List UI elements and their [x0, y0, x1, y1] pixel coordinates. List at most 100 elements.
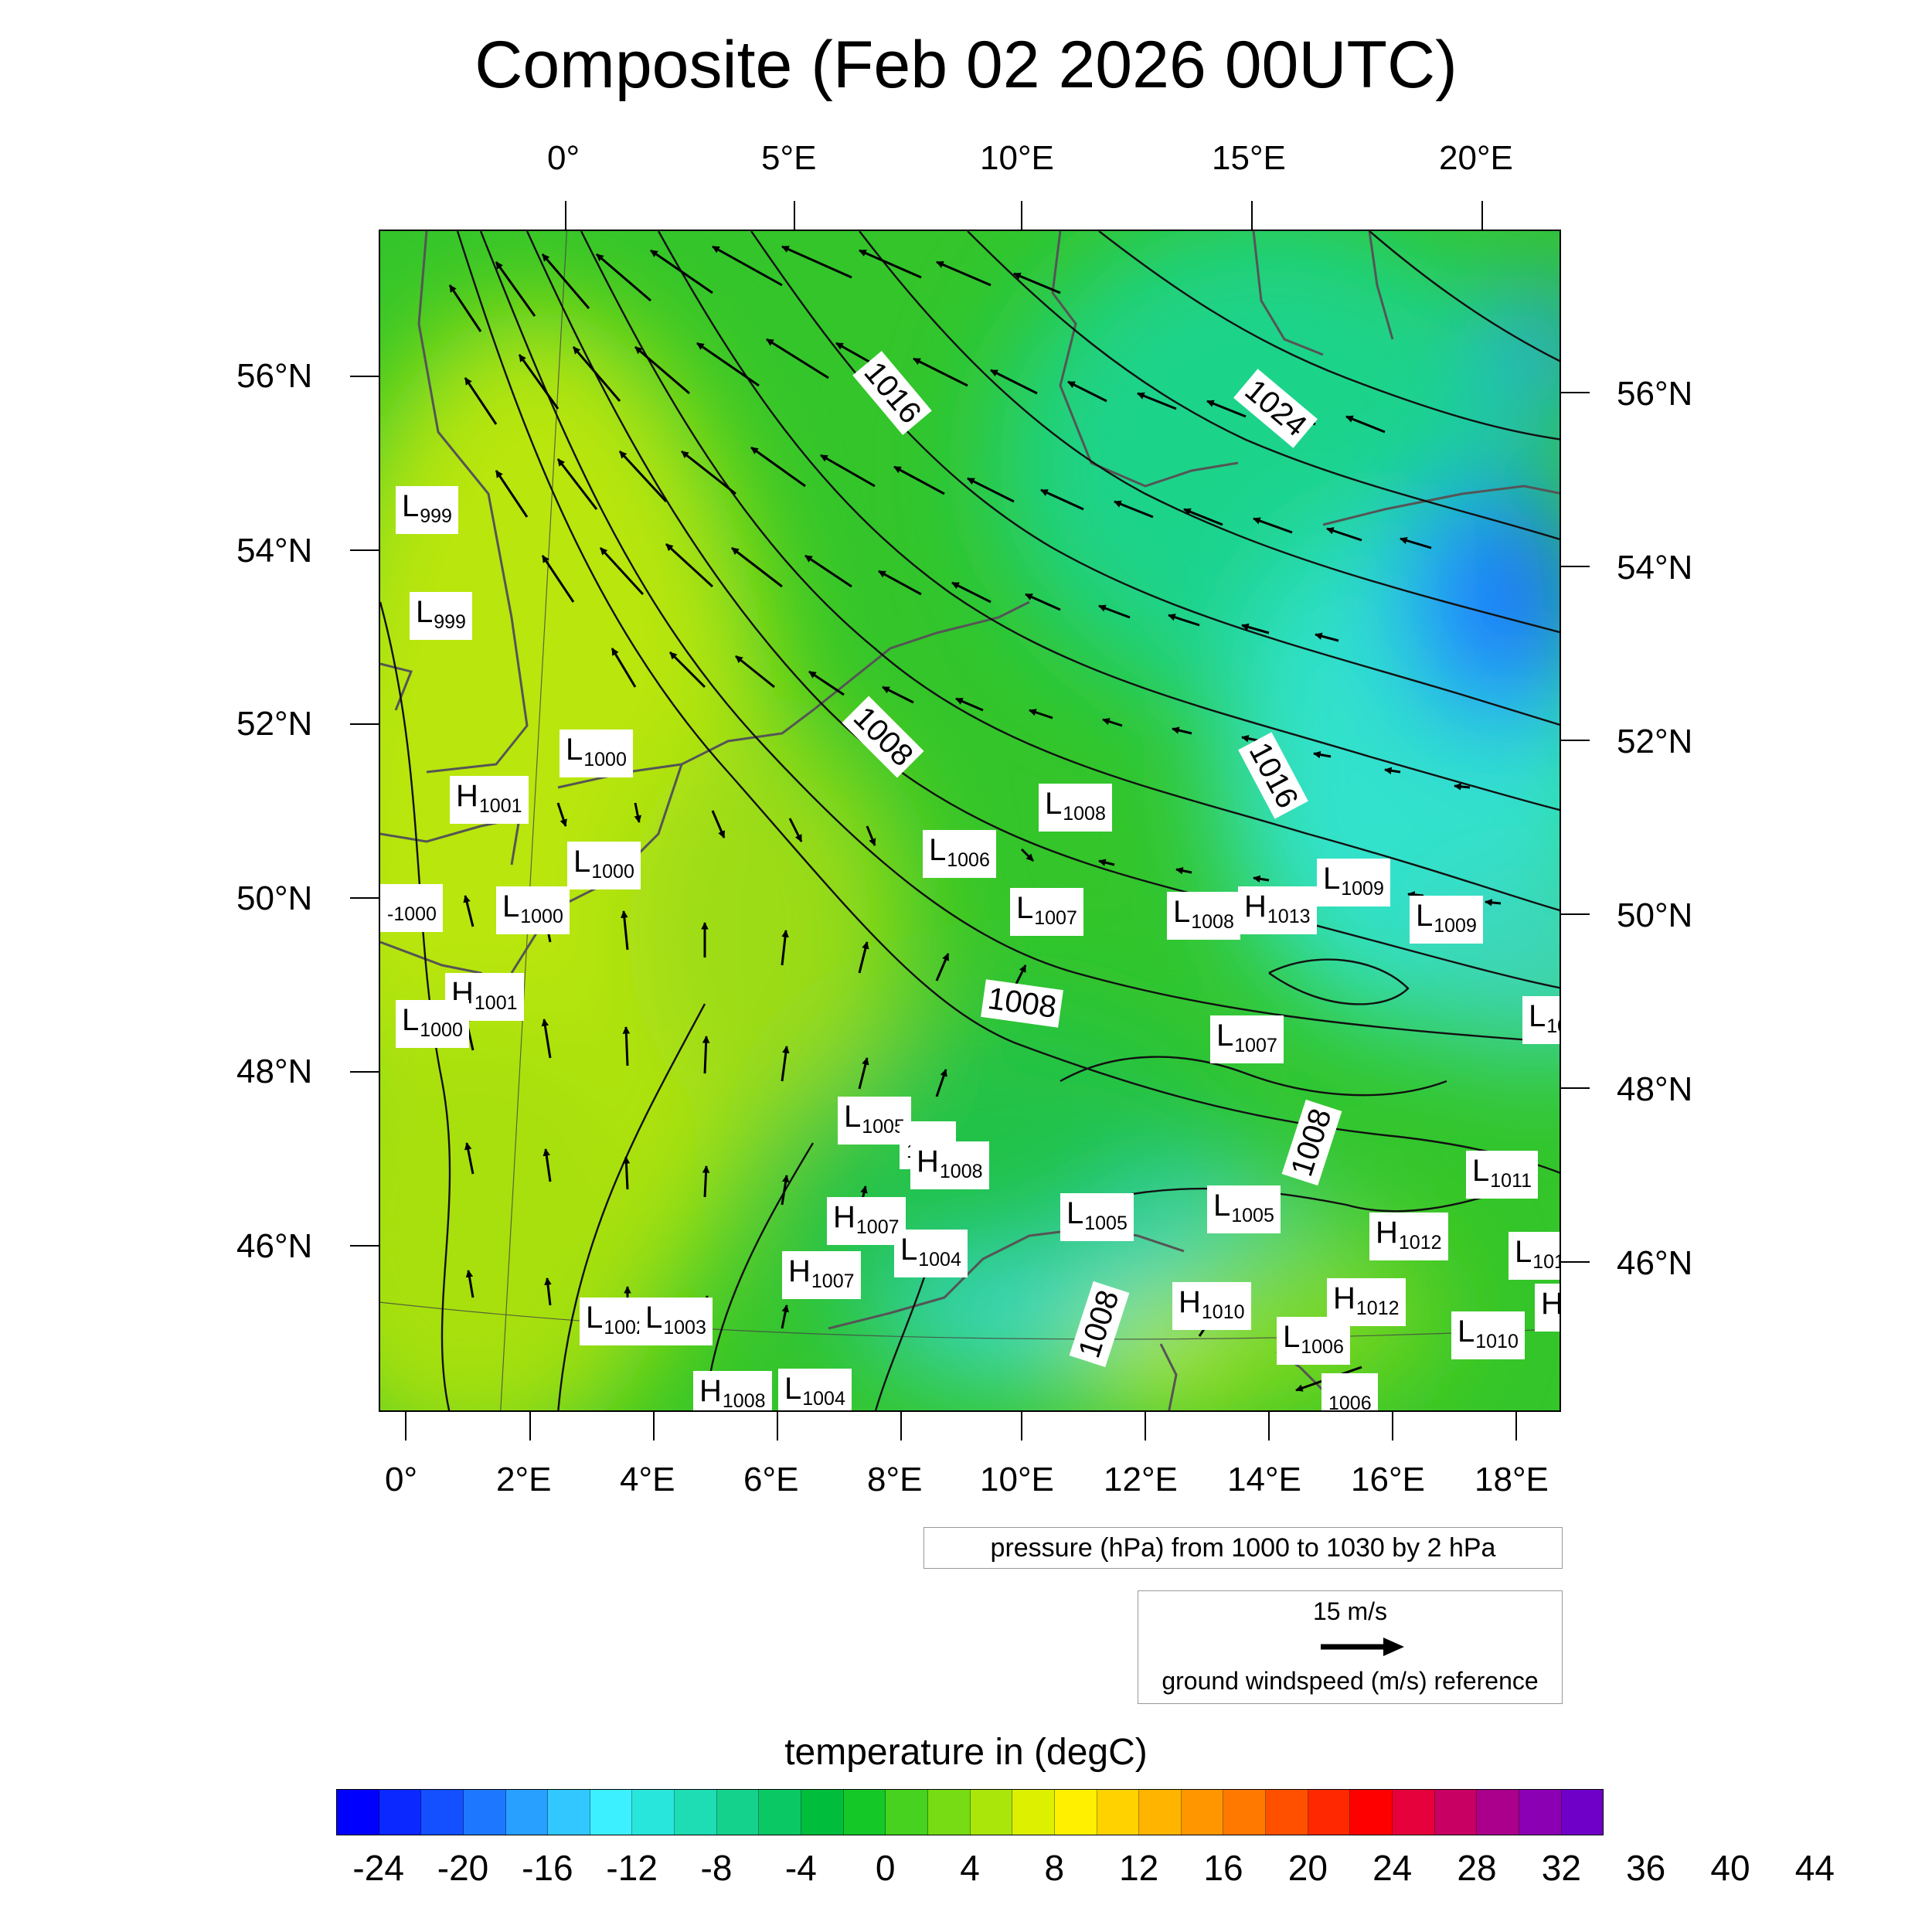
colorbar-swatch: [1308, 1790, 1351, 1835]
colorbar-tick-label: 36: [1626, 1848, 1666, 1888]
pressure-center-label: L1008: [1039, 784, 1112, 832]
pressure-center-label: L999: [396, 486, 458, 534]
bottom-lon-label: 14°E: [1227, 1461, 1301, 1498]
right-lat-label: 50°N: [1617, 896, 1693, 934]
pressure-center-label: L1000: [567, 842, 641, 889]
bottom-lon-label: 0°: [385, 1461, 418, 1498]
pressure-center-label: L1006: [1277, 1317, 1350, 1365]
map-panel: L999 L999 L1000 H1001 L1000 -1000 L1000 …: [379, 230, 1561, 1412]
colorbar-tick-label: -24: [352, 1848, 404, 1888]
colorbar-swatch: [1393, 1790, 1435, 1835]
top-lon-label: 5°E: [761, 139, 817, 177]
colorbar-tick-label: 0: [875, 1848, 896, 1888]
pressure-center-label: L1005: [1060, 1193, 1134, 1241]
top-lon-label: 15°E: [1212, 139, 1286, 177]
colorbar-swatch: [548, 1790, 590, 1835]
colorbar-swatch: [463, 1790, 506, 1835]
pressure-center-label: H1001: [450, 776, 529, 824]
colorbar-tick-label: 8: [1044, 1848, 1065, 1888]
pressure-center-label: L101: [1509, 1232, 1560, 1280]
colorbar-swatch: [675, 1790, 717, 1835]
pressure-center-label: L999: [410, 592, 472, 640]
colorbar-tick-label: 20: [1287, 1848, 1328, 1888]
colorbar-swatch: [843, 1790, 886, 1835]
pressure-center-label: H1013: [1238, 886, 1317, 934]
colorbar-tick-label: -20: [437, 1848, 489, 1888]
pressure-contour-note: pressure (hPa) from 1000 to 1030 by 2 hP…: [923, 1527, 1563, 1569]
right-lat-label: 52°N: [1617, 723, 1693, 760]
pressure-center-label: L1007: [1010, 888, 1083, 936]
bottom-lon-label: 6°E: [743, 1461, 799, 1498]
colorbar-tick-label: 12: [1119, 1848, 1159, 1888]
top-lon-label: 0°: [547, 139, 580, 177]
pressure-center-label: L1006: [923, 830, 996, 878]
colorbar-swatch: [337, 1790, 379, 1835]
colorbar-tick-label: 28: [1457, 1848, 1497, 1888]
left-lat-label: 48°N: [236, 1053, 313, 1090]
bottom-lon-label: 16°E: [1351, 1461, 1425, 1498]
colorbar-tick-label: 4: [960, 1848, 980, 1888]
pressure-center-label: L1003: [639, 1298, 713, 1345]
colorbar-swatch: [1561, 1790, 1604, 1835]
colorbar-swatch: [1519, 1790, 1562, 1835]
colorbar-swatch: [1434, 1790, 1478, 1835]
map-title: Composite (Feb 02 2026 00UTC): [474, 28, 1458, 102]
colorbar-tick-label: 24: [1372, 1848, 1413, 1888]
bottom-lon-label: 4°E: [620, 1461, 675, 1498]
temperature-colorbar: [336, 1789, 1604, 1835]
pressure-center-label: 1006: [1321, 1373, 1378, 1410]
right-lat-label: 56°N: [1617, 375, 1693, 413]
bottom-lon-label: 18°E: [1475, 1461, 1549, 1498]
right-lat-label: 48°N: [1617, 1070, 1693, 1108]
colorbar-swatch: [1139, 1790, 1182, 1835]
colorbar-swatch: [801, 1790, 844, 1835]
wind-reference-arrow: [1321, 1638, 1404, 1656]
colorbar-swatch: [1181, 1790, 1224, 1835]
colorbar-swatch: [1097, 1790, 1140, 1835]
left-lat-label: 52°N: [236, 705, 313, 743]
left-lat-label: 54°N: [236, 532, 313, 570]
wind-reference-speed: 15 m/s: [1312, 1597, 1388, 1625]
colorbar-swatch: [590, 1790, 633, 1835]
wind-vectors: [448, 245, 1502, 1392]
colorbar-swatch: [1012, 1790, 1055, 1835]
pressure-center-label: H1001: [445, 973, 524, 1021]
pressure-center-label: H1007: [782, 1251, 861, 1299]
pressure-center-label: L1005: [1207, 1185, 1281, 1233]
top-lon-label: 20°E: [1439, 139, 1513, 177]
wind-reference-caption: ground windspeed (m/s) reference: [1162, 1667, 1539, 1695]
wind-reference-box: 15 m/s ground windspeed (m/s) reference: [1138, 1590, 1563, 1704]
pressure-center-label: L1000: [560, 730, 633, 777]
bottom-lon-label: 8°E: [867, 1461, 923, 1498]
colorbar-swatch: [632, 1790, 675, 1835]
colorbar-title: temperature in (degC): [784, 1732, 1148, 1773]
pressure-center-label: L1007: [1210, 1015, 1284, 1063]
colorbar-tick-label: -8: [700, 1848, 733, 1888]
pressure-center-label: -1000: [380, 884, 443, 932]
pressure-center-label: L1000: [396, 1000, 469, 1048]
colorbar-tick-label: 44: [1794, 1848, 1835, 1888]
colorbar-swatch: [1266, 1790, 1308, 1835]
pressure-note-text: pressure (hPa) from 1000 to 1030 by 2 hP…: [990, 1533, 1496, 1563]
left-lat-label: 46°N: [236, 1227, 313, 1265]
bottom-lon-label: 2°E: [496, 1461, 552, 1498]
colorbar-swatch: [716, 1790, 760, 1835]
colorbar-swatch: [1350, 1790, 1393, 1835]
colorbar-tick-label: -4: [784, 1848, 817, 1888]
colorbar-tick-label: -12: [606, 1848, 658, 1888]
bottom-lon-label: 12°E: [1104, 1461, 1178, 1498]
pressure-center-label: L1009: [1410, 896, 1483, 944]
colorbar-swatch: [421, 1790, 464, 1835]
pressure-center-label: L1000: [496, 886, 570, 934]
colorbar-swatch: [505, 1790, 549, 1835]
pressure-center-label: L1005: [838, 1097, 911, 1145]
pressure-center-label: L1004: [894, 1230, 968, 1277]
pressure-center-label: L1009: [1317, 859, 1390, 906]
colorbar-swatch: [1477, 1790, 1519, 1835]
colorbar-tick-label: 40: [1710, 1848, 1750, 1888]
colorbar-swatch: [759, 1790, 802, 1835]
right-lat-label: 46°N: [1617, 1244, 1693, 1282]
colorbar-swatch: [970, 1790, 1013, 1835]
colorbar-swatch: [379, 1790, 422, 1835]
pressure-center-label: H1007: [827, 1197, 906, 1245]
